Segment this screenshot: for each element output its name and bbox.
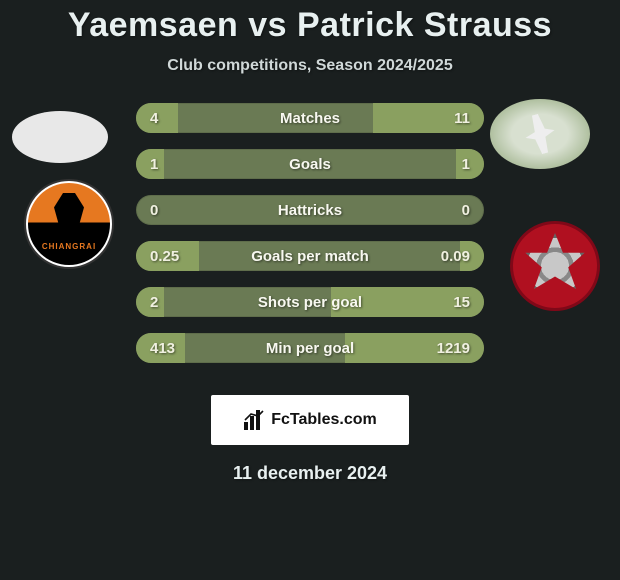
player-left-photo [12, 111, 108, 163]
stat-row: 1Goals1 [136, 149, 484, 179]
subtitle: Club competitions, Season 2024/2025 [0, 57, 620, 75]
attribution-badge: FcTables.com [211, 395, 409, 445]
page-title: Yaemsaen vs Patrick Strauss [0, 0, 620, 45]
stat-value-right: 1219 [437, 340, 484, 357]
attribution-text: FcTables.com [271, 411, 377, 429]
stat-label: Goals per match [136, 248, 484, 265]
stat-row: 0Hattricks0 [136, 195, 484, 225]
stat-label: Matches [136, 110, 484, 127]
stat-label: Hattricks [136, 202, 484, 219]
stat-value-right: 15 [453, 294, 484, 311]
stat-row: 4Matches11 [136, 103, 484, 133]
chart-icon [243, 410, 265, 430]
stats-list: 4Matches11 1Goals1 0Hattricks0 0.25Goals pe… [136, 103, 484, 379]
comparison-panel: CHIANGRAI 4Matches11 1Goals1 0Hattricks0 0.… [0, 103, 620, 383]
stat-value-right: 0.09 [441, 248, 484, 265]
stat-row: 2Shots per goal15 [136, 287, 484, 317]
stat-label: Shots per goal [136, 294, 484, 311]
stat-value-right: 11 [454, 110, 484, 127]
club-badge-right [510, 221, 600, 311]
player-right-photo [490, 99, 590, 169]
stat-row: 413Min per goal1219 [136, 333, 484, 363]
date-text: 11 december 2024 [0, 463, 620, 484]
stat-label: Goals [136, 156, 484, 173]
stat-label: Min per goal [136, 340, 484, 357]
stat-value-right: 0 [462, 202, 484, 219]
club-badge-left-text: CHIANGRAI [28, 242, 110, 251]
stat-row: 0.25Goals per match0.09 [136, 241, 484, 271]
club-badge-left: CHIANGRAI [24, 179, 114, 269]
stat-value-right: 1 [462, 156, 484, 173]
